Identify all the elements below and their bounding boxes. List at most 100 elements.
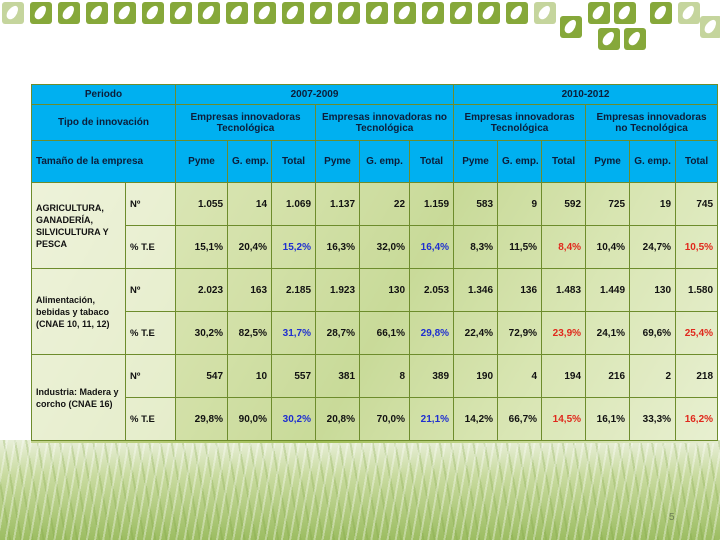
cell: 1.159 [409,182,455,226]
row-te-label: % T.E [124,397,177,441]
leaf-icon [650,2,672,24]
leaf-icon [226,2,248,24]
leaf-icon [588,2,610,24]
col-header: Total [541,140,587,183]
cell: 14 [227,182,273,226]
cell: 190 [453,354,499,398]
cell: 1.137 [315,182,361,226]
cell-total: 16,4% [409,225,455,269]
cell: 2.023 [175,268,229,312]
cell-total: 8,4% [541,225,587,269]
cell: 1.449 [585,268,631,312]
leaf-icon [598,28,620,50]
col-header: G. emp. [359,140,411,183]
cell: 194 [541,354,587,398]
row-n-label: Nº [124,268,177,312]
cell: 130 [629,268,677,312]
leaf-icon [338,2,360,24]
decorative-leaf-band [0,0,720,60]
cell: 72,9% [497,311,543,355]
cell: 15,1% [175,225,229,269]
cell: 14,2% [453,397,499,441]
leaf-icon [506,2,528,24]
cell: 130 [359,268,411,312]
leaf-icon [282,2,304,24]
cell: 725 [585,182,631,226]
row-te-label: % T.E [124,225,177,269]
cell: 9 [497,182,543,226]
cell: 22 [359,182,411,226]
col-header: Pyme [453,140,499,183]
col-header: G. emp. [227,140,273,183]
cell: 216 [585,354,631,398]
cell-total: 15,2% [271,225,317,269]
row-te-label: % T.E [124,311,177,355]
cell: 16,3% [315,225,361,269]
tipo-innovacion-header: Tipo de innovación [30,104,177,141]
cell: 24,1% [585,311,631,355]
cell: 10,4% [585,225,631,269]
leaf-icon [86,2,108,24]
cell: 1.346 [453,268,499,312]
leaf-icon [450,2,472,24]
cell: 33,3% [629,397,677,441]
cell: 29,8% [175,397,229,441]
period-header-2010: 2010-2012 [453,84,719,105]
cell: 24,7% [629,225,677,269]
cell-total: 31,7% [271,311,317,355]
cell: 10 [227,354,273,398]
cell: 70,0% [359,397,411,441]
cell: 592 [541,182,587,226]
cell: 32,0% [359,225,411,269]
cell-total: 23,9% [541,311,587,355]
period-header-2007: 2007-2009 [175,84,455,105]
leaf-icon [170,2,192,24]
row-n-label: Nº [124,354,177,398]
cell: 8,3% [453,225,499,269]
cell: 389 [409,354,455,398]
leaf-icon [198,2,220,24]
cell: 19 [629,182,677,226]
leaf-icon [114,2,136,24]
cell: 1.483 [541,268,587,312]
leaf-icon [58,2,80,24]
cell: 11,5% [497,225,543,269]
cell: 547 [175,354,229,398]
cell: 1.580 [675,268,719,312]
cell: 2.185 [271,268,317,312]
cell: 28,7% [315,311,361,355]
cell: 66,1% [359,311,411,355]
cell: 218 [675,354,719,398]
leaf-icon [254,2,276,24]
cell-total: 25,4% [675,311,719,355]
leaf-icon [614,2,636,24]
leaf-icon [534,2,556,24]
row-n-label: Nº [124,182,177,226]
col-header: Total [271,140,317,183]
cell: 1.923 [315,268,361,312]
leaf-icon [2,2,24,24]
cell: 4 [497,354,543,398]
cell: 82,5% [227,311,273,355]
cell: 66,7% [497,397,543,441]
innovation-table: Periodo 2007-2009 2010-2012 Tipo de inno… [30,84,719,441]
grass-background [0,440,720,540]
cell: 16,1% [585,397,631,441]
cell: 2.053 [409,268,455,312]
leaf-icon [310,2,332,24]
leaf-icon [366,2,388,24]
cell: 22,4% [453,311,499,355]
cell: 745 [675,182,719,226]
col-header: Pyme [585,140,631,183]
cell: 30,2% [175,311,229,355]
group-header-tec-2007: Empresas innovadoras Tecnológica [175,104,317,141]
cell-total: 21,1% [409,397,455,441]
leaf-icon [560,16,582,38]
cell: 8 [359,354,411,398]
leaf-icon [678,2,700,24]
col-header: G. emp. [629,140,677,183]
leaf-icon [394,2,416,24]
tamano-empresa-header: Tamaño de la empresa [30,140,177,183]
group-header-notec-2007: Empresas innovadoras no Tecnológica [315,104,455,141]
cell-total: 14,5% [541,397,587,441]
